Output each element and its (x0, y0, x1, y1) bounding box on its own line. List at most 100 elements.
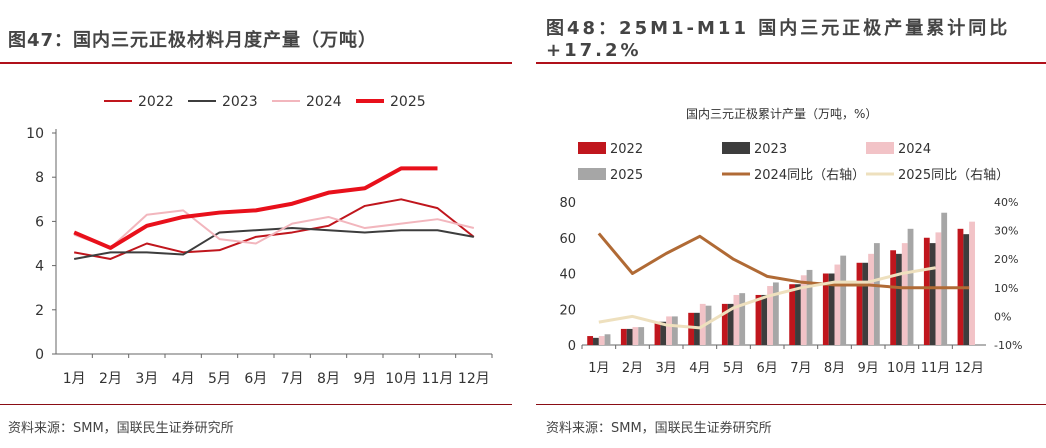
left-y-tick-label: 0 (35, 347, 44, 363)
right-bar-2023 (929, 243, 936, 345)
left-point-2024 (218, 238, 221, 241)
right-bar-2023 (626, 328, 633, 345)
right-legend-swatch-2025 (578, 168, 606, 180)
left-legend-label-2024: 2024 (306, 94, 342, 110)
left-y-tick-label: 4 (35, 259, 44, 275)
left-x-tick-label: 10月 (385, 371, 417, 387)
right-x-tick-label: 3月 (656, 361, 677, 376)
left-point-2025 (145, 224, 148, 227)
right-line-point (833, 283, 836, 286)
left-point-2024 (472, 227, 475, 230)
right-line-point (698, 326, 701, 329)
right-bar-2022 (620, 328, 627, 345)
right-bar-2025 (604, 334, 611, 345)
left-point-2025 (109, 246, 112, 249)
right-line-point (867, 281, 870, 284)
right-source-note: 资料来源：SMM，国联民生证券研究所 (546, 421, 772, 436)
right-x-tick-label: 10月 (887, 361, 917, 376)
left-legend-label-2022: 2022 (138, 94, 174, 110)
right-title-rule (536, 62, 1046, 64)
left-point-2024 (436, 218, 439, 221)
right-y2-tick-label: -10% (994, 339, 1022, 352)
left-x-tick-label: 8月 (317, 371, 340, 387)
right-line-point (732, 258, 735, 261)
right-line-point (968, 286, 971, 289)
right-line-point (799, 281, 802, 284)
right-bar-2023 (660, 321, 667, 345)
right-bar-2025 (638, 327, 645, 345)
left-line-series-2025 (73, 166, 438, 250)
right-bar-2025 (941, 212, 948, 345)
right-legend-label: 2023 (754, 142, 787, 157)
right-line-point (934, 286, 937, 289)
right-bar-2023 (795, 284, 801, 345)
right-legend-swatch-2023 (722, 142, 750, 154)
right-y2-tick-label: 20% (994, 253, 1018, 266)
right-x-tick-label: 6月 (757, 361, 778, 376)
left-point-2023 (472, 235, 475, 238)
left-point-2023 (145, 251, 148, 254)
right-line-point (766, 295, 769, 298)
right-bar-line-chart: 国内三元正极累计产量（万吨，%） 2022 2023 2024 2025 2024同比（右… (559, 107, 1022, 376)
right-legend-label: 2022 (610, 142, 643, 157)
right-bar-2022 (789, 284, 796, 345)
left-point-2025 (327, 191, 330, 194)
left-x-tick-label: 2月 (99, 371, 122, 387)
left-point-2022 (145, 242, 148, 245)
left-x-tick-label: 5月 (208, 371, 231, 387)
left-point-2024 (327, 215, 330, 218)
left-x-tick-label: 6月 (244, 371, 267, 387)
left-y-tick-label: 10 (26, 126, 44, 142)
right-bar-2023 (896, 253, 902, 345)
left-point-2022 (73, 251, 76, 254)
left-point-2025 (218, 211, 221, 214)
left-point-2025 (291, 202, 294, 205)
right-bar-2025 (873, 243, 880, 345)
right-y2-tick-label: 30% (994, 225, 1018, 238)
left-point-2023 (327, 229, 330, 232)
right-x-tick-label: 11月 (921, 361, 951, 376)
left-title-rule (0, 62, 512, 64)
right-x-tick-label: 8月 (824, 361, 845, 376)
left-point-2025 (182, 215, 185, 218)
left-point-2024 (400, 222, 403, 225)
right-figure-title: 图48：25M1-M11 国内三元正极产量累计同比+17.2% (546, 18, 1011, 61)
left-x-tick-label: 9月 (353, 371, 376, 387)
right-bar-2022 (890, 250, 897, 345)
left-point-2023 (436, 229, 439, 232)
right-line-point (631, 315, 634, 318)
left-point-2022 (327, 224, 330, 227)
left-point-2022 (254, 235, 257, 238)
right-legend-label: 2024 (898, 142, 931, 157)
right-line-point (732, 306, 735, 309)
right-x-tick-label: 4月 (689, 361, 710, 376)
left-chart-panel: 图47：国内三元正极材料月度产量（万吨） 0 2 4 6 8 10 1月 2月 3月 4月 5月 6月… (0, 0, 512, 448)
right-bar-2022 (688, 312, 695, 345)
left-line-chart: 0 2 4 6 8 10 1月 2月 3月 4月 5月 6月 7月 8月 9月 10月 11月 12月 2022 20… (26, 94, 493, 387)
right-line-point (698, 235, 701, 238)
left-line-series-2024 (73, 209, 475, 249)
right-bar-2024 (632, 327, 639, 345)
right-bar-2025 (806, 269, 813, 345)
right-bar-2025 (671, 316, 678, 345)
right-line-point (597, 232, 600, 235)
right-bar-2022 (721, 303, 728, 345)
right-bar-2022 (755, 294, 762, 345)
left-point-2023 (73, 257, 76, 260)
right-line-point (934, 266, 937, 269)
right-y2-tick-label: 40% (994, 196, 1018, 209)
right-bar-2022 (822, 273, 829, 345)
left-point-2023 (109, 251, 112, 254)
right-bar-2024 (666, 316, 672, 345)
left-point-2025 (73, 231, 76, 234)
left-point-2023 (291, 227, 294, 230)
left-line-series-2023 (73, 227, 475, 260)
right-x-tick-label: 2月 (622, 361, 643, 376)
right-line-series (597, 232, 970, 290)
left-figure-title: 图47：国内三元正极材料月度产量（万吨） (8, 30, 378, 51)
right-bar-2022 (923, 237, 930, 345)
right-line-point (665, 323, 668, 326)
right-y2-tick-label: 10% (994, 282, 1018, 295)
right-legend-swatch-2024 (866, 142, 894, 154)
right-bar-2024 (800, 275, 807, 345)
